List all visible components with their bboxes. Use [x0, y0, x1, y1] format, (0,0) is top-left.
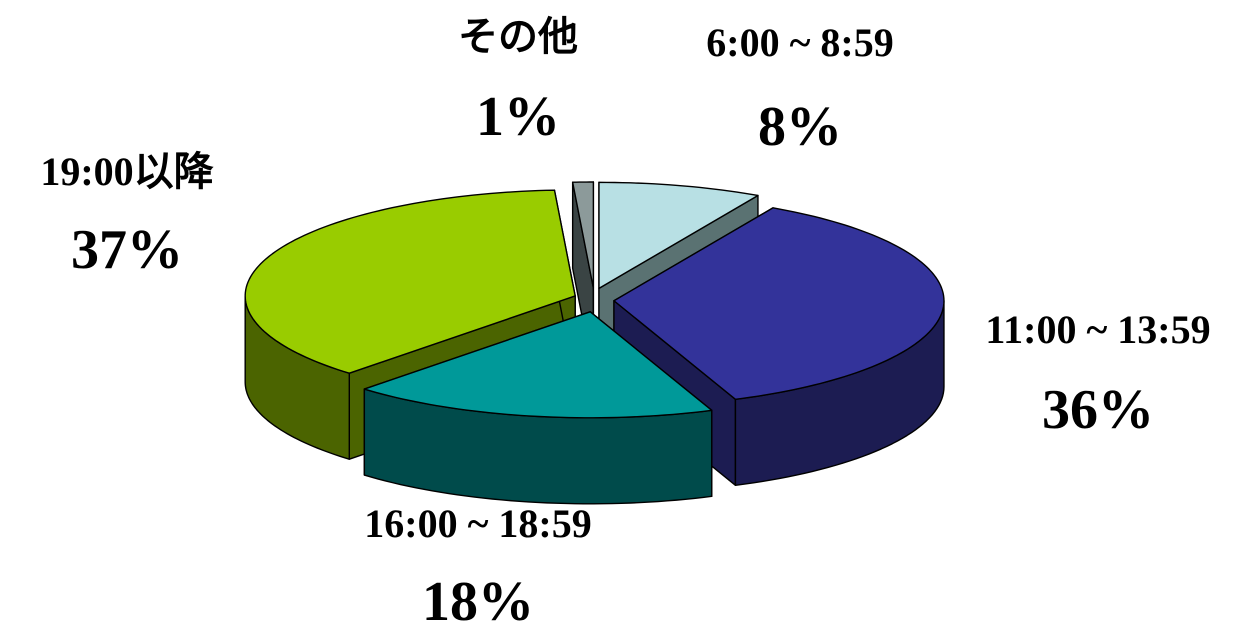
slice-percent-other: 1%: [476, 86, 560, 148]
slice-percent-16-00-18-59: 18%: [422, 571, 534, 626]
slice-label-16-00-18-59: 16:00 ~ 18:59: [364, 501, 591, 546]
slice-percent-19-00-after: 37%: [71, 219, 183, 281]
pie-slice-top: [571, 181, 595, 289]
pie-slice-top: [598, 181, 759, 290]
pie-slice-top: [363, 311, 713, 419]
slice-percent-6-00-8-59: 8%: [758, 96, 842, 158]
pie-slice-16-00-18-59: [363, 311, 713, 505]
slice-label-19-00-after: 19:00以降: [40, 149, 213, 194]
slice-label-other: その他: [458, 14, 578, 59]
slice-label-6-00-8-59: 6:00 ~ 8:59: [706, 20, 893, 65]
pie-slice-top: [244, 189, 576, 374]
slice-percent-11-00-13-59: 36%: [1042, 379, 1154, 441]
slice-label-11-00-13-59: 11:00 ~ 13:59: [985, 307, 1210, 352]
pie-slice-top: [613, 207, 945, 401]
